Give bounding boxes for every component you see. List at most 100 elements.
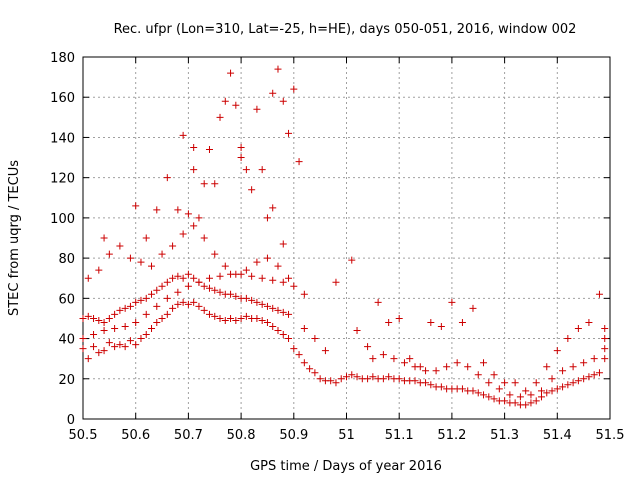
data-point <box>601 355 609 363</box>
data-point <box>306 365 314 373</box>
data-point <box>390 355 398 363</box>
data-point <box>274 327 282 335</box>
data-point <box>364 375 372 383</box>
data-point <box>300 290 308 298</box>
data-point <box>279 240 287 248</box>
data-point <box>253 314 261 322</box>
data-point <box>332 278 340 286</box>
data-point <box>569 363 577 371</box>
y-tick-label: 160 <box>50 91 75 106</box>
data-point <box>121 322 129 330</box>
data-point <box>501 397 509 405</box>
data-point <box>205 274 213 282</box>
data-points <box>79 65 609 409</box>
data-point <box>343 373 350 381</box>
data-point <box>100 347 108 355</box>
data-point <box>300 325 308 332</box>
data-point <box>116 306 124 314</box>
data-point <box>79 335 87 343</box>
data-point <box>337 375 345 383</box>
data-point <box>242 294 250 302</box>
data-point <box>285 129 293 137</box>
data-point <box>105 250 113 258</box>
data-point <box>137 335 145 343</box>
data-point <box>432 367 440 375</box>
data-point <box>105 339 113 347</box>
data-point <box>279 308 287 316</box>
data-point <box>601 335 609 343</box>
data-point <box>464 363 472 371</box>
data-point <box>595 290 603 298</box>
y-tick-label: 180 <box>50 51 75 66</box>
x-tick-label: 50.9 <box>279 428 308 443</box>
data-point <box>179 131 187 139</box>
data-point <box>300 359 308 367</box>
data-point <box>364 343 372 351</box>
data-point <box>232 101 240 109</box>
data-point <box>232 292 240 300</box>
data-point <box>126 302 134 310</box>
data-point <box>248 272 256 280</box>
data-point <box>379 375 387 383</box>
data-point <box>590 371 598 379</box>
data-point <box>527 399 535 407</box>
data-point <box>184 282 192 290</box>
data-point <box>132 202 140 210</box>
data-point <box>221 262 229 270</box>
data-point <box>216 113 224 121</box>
data-point <box>601 325 609 332</box>
data-point <box>148 290 156 298</box>
data-point <box>100 318 108 326</box>
data-point <box>480 391 488 399</box>
data-point <box>480 359 488 367</box>
data-point <box>100 327 108 335</box>
data-point <box>163 278 171 286</box>
data-point <box>142 294 150 302</box>
data-point <box>84 355 92 363</box>
data-point <box>200 234 208 242</box>
data-point <box>258 274 266 282</box>
data-point <box>422 367 430 375</box>
data-point <box>79 314 87 322</box>
x-tick-label: 51.2 <box>437 428 466 443</box>
data-point <box>126 254 134 262</box>
data-point <box>184 300 192 308</box>
data-point <box>242 312 250 320</box>
data-point <box>543 363 551 371</box>
data-point <box>100 234 108 242</box>
x-tick-label: 50.6 <box>121 428 150 443</box>
data-point <box>174 272 182 280</box>
data-point <box>216 314 224 322</box>
y-tick-label: 140 <box>50 131 75 146</box>
data-point <box>269 304 277 312</box>
data-point <box>211 286 219 294</box>
data-point <box>163 294 171 302</box>
data-point <box>111 343 119 351</box>
data-point <box>184 270 192 278</box>
data-point <box>84 312 92 320</box>
data-point <box>279 97 287 105</box>
data-point <box>290 282 298 290</box>
y-tick-label: 40 <box>58 333 75 348</box>
data-point <box>374 298 382 306</box>
data-point <box>511 379 519 387</box>
data-point <box>169 274 177 282</box>
data-point <box>516 393 524 401</box>
data-point <box>353 327 361 335</box>
data-point <box>116 341 124 349</box>
x-tick-label: 50.7 <box>174 428 203 443</box>
data-point <box>95 316 103 324</box>
x-tick-label: 51.5 <box>596 428 625 443</box>
data-point <box>501 379 509 387</box>
data-point <box>205 284 213 292</box>
data-point <box>437 322 445 330</box>
data-point <box>395 314 403 322</box>
data-point <box>522 387 530 395</box>
data-point <box>522 401 530 409</box>
data-point <box>574 377 582 385</box>
grid-lines <box>83 57 610 419</box>
data-point <box>564 335 572 343</box>
data-point <box>574 325 582 332</box>
data-point <box>385 318 393 326</box>
data-point <box>601 345 609 353</box>
